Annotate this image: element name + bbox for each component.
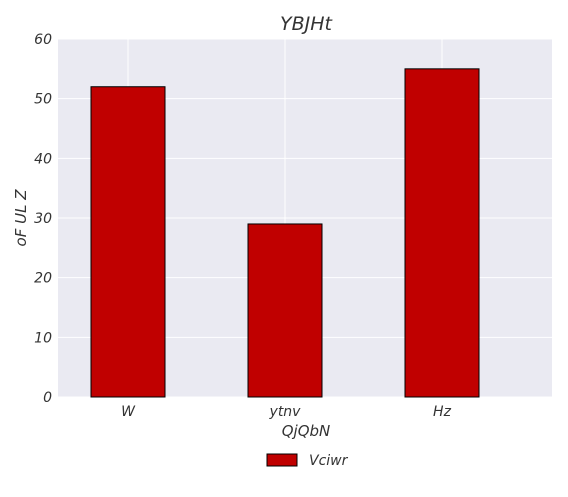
y-tick-label: 50: [34, 92, 52, 108]
y-tick-label: 10: [34, 330, 52, 346]
y-tick-label: 40: [34, 151, 52, 167]
legend-swatch: [266, 453, 298, 467]
y-tick-label: 60: [34, 32, 52, 48]
x-tick-label: W: [121, 404, 136, 420]
x-tick-label: Hz: [433, 404, 452, 420]
x-axis-label: QjQbN: [282, 422, 331, 440]
bar-Hz: [404, 68, 480, 398]
y-axis-label: oF UL Z: [12, 189, 30, 247]
y-tick-label: 30: [34, 211, 52, 227]
y-tick-labels: 0 10 20 30 40 50 60: [34, 32, 52, 406]
x-tick-label: ytnv: [269, 404, 302, 420]
legend-label: Vciwr: [309, 453, 349, 469]
bars: [90, 68, 480, 398]
chart-title: YBJHt: [280, 13, 334, 35]
bar-ytnv: [247, 223, 323, 398]
legend: Vciwr: [266, 453, 349, 469]
y-tick-label: 20: [34, 271, 52, 287]
y-tick-label: 0: [43, 390, 52, 406]
bar-W: [90, 86, 166, 398]
